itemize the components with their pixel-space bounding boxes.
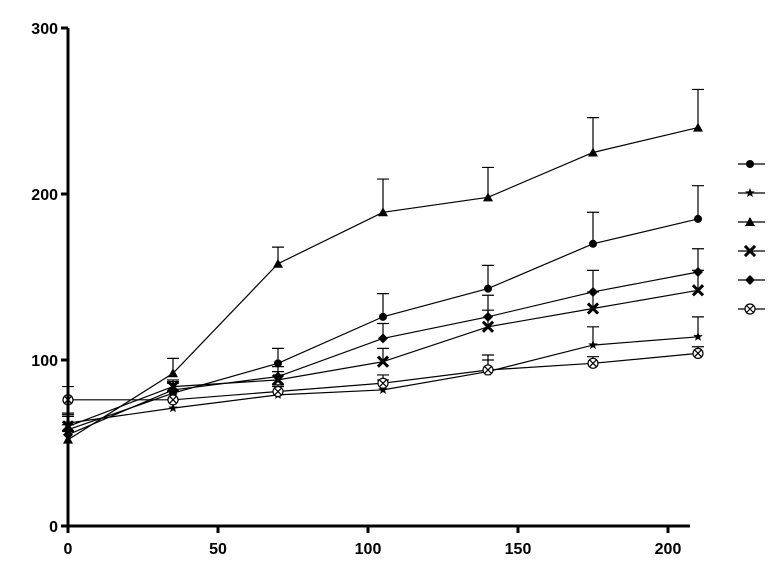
error-bar [377, 347, 389, 362]
data-point [378, 333, 388, 344]
legend-marker [746, 160, 754, 168]
data-point [168, 384, 178, 395]
data-point [168, 403, 178, 413]
data-point [588, 286, 598, 297]
y-tick-label: 100 [31, 353, 58, 370]
data-point [378, 384, 388, 394]
data-point [377, 377, 389, 389]
data-point [379, 312, 387, 321]
data-point [481, 320, 495, 333]
error-bar [377, 178, 389, 213]
legend [738, 160, 765, 315]
series-triangle [62, 88, 704, 444]
data-point [274, 359, 282, 368]
x-tick-label: 150 [505, 541, 532, 558]
series-layer [61, 88, 705, 444]
series-line [67, 127, 699, 441]
data-point [693, 122, 703, 132]
legend-item-star [738, 188, 765, 198]
data-point [694, 214, 702, 223]
error-bar [587, 117, 599, 153]
x-tick-label: 100 [355, 541, 382, 558]
legend-item-triangle [738, 217, 765, 226]
data-point [376, 355, 390, 368]
legend-marker [745, 217, 755, 226]
data-point [693, 267, 703, 278]
legend-marker [743, 244, 757, 258]
y-tick-label: 200 [31, 187, 58, 204]
x-tick-label: 50 [209, 541, 227, 558]
legend-item-circle-x [738, 303, 765, 315]
legend-item-diamond [738, 275, 765, 285]
legend-marker [745, 188, 755, 198]
series-diamond [62, 248, 704, 440]
legend-item-x-cross [738, 244, 765, 258]
data-point [586, 302, 600, 315]
x-tick-label: 0 [64, 541, 73, 558]
data-point [483, 192, 493, 202]
data-point [587, 357, 599, 369]
data-point [589, 239, 597, 248]
error-bar [692, 185, 704, 219]
data-point [692, 347, 704, 359]
y-tick-label: 300 [31, 21, 58, 38]
data-point [482, 364, 494, 376]
legend-marker [744, 303, 756, 315]
data-point [691, 284, 705, 297]
data-point [588, 147, 598, 157]
data-point [167, 394, 179, 406]
data-point [588, 340, 598, 350]
legend-item-circle [738, 160, 765, 168]
data-point [378, 207, 388, 217]
data-point [168, 368, 178, 378]
x-tick-label: 200 [655, 541, 682, 558]
data-point [484, 284, 492, 293]
data-point [483, 311, 493, 322]
axes-layer: 0 100 200 300 0 50 100 150 200 [31, 21, 690, 558]
data-point [693, 331, 703, 341]
error-bar [587, 211, 599, 244]
error-bar [692, 88, 704, 128]
data-point [272, 385, 284, 398]
data-point [273, 258, 283, 268]
y-tick-label: 0 [49, 519, 58, 536]
legend-marker [745, 275, 755, 285]
data-point [273, 371, 283, 382]
